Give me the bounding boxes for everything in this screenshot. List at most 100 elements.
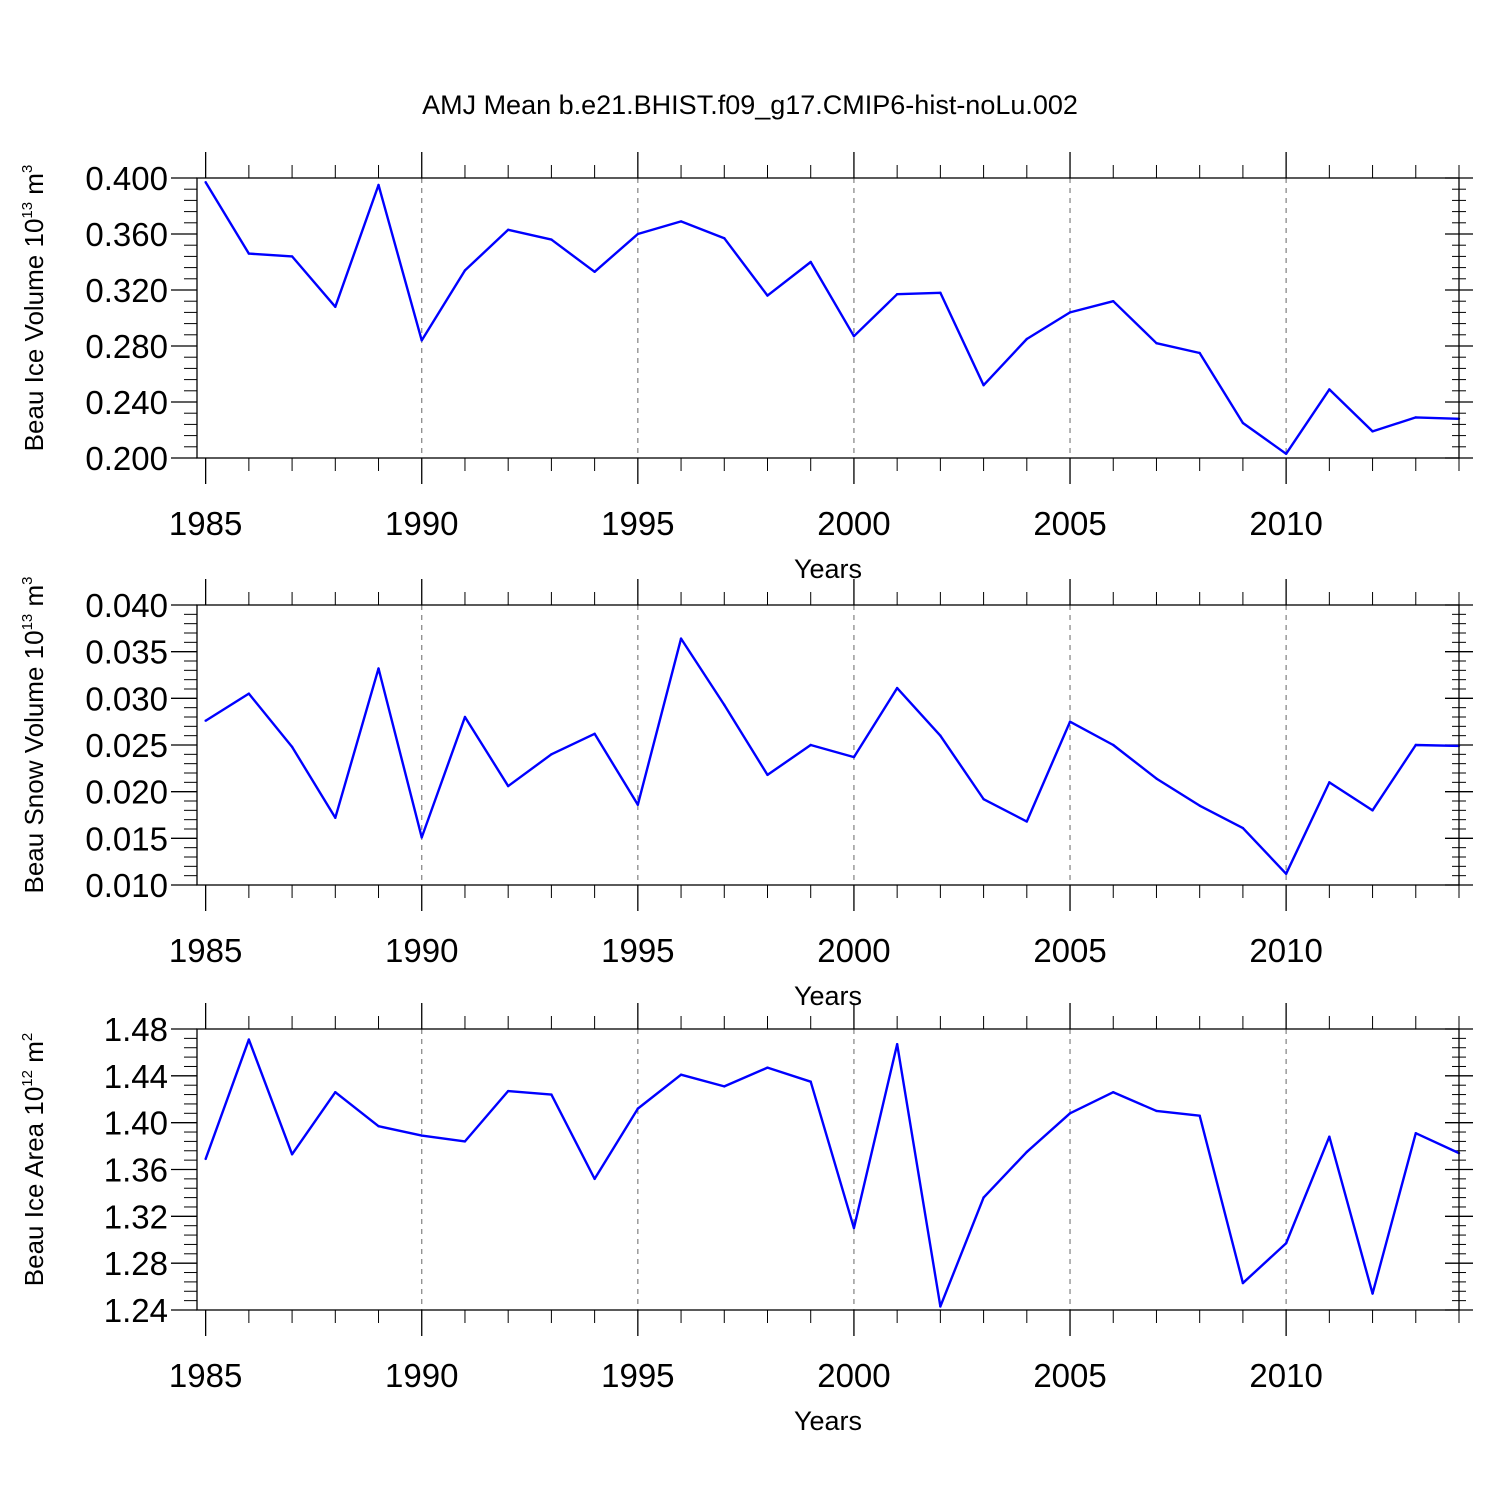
y-tick-label: 0.020 xyxy=(85,774,168,811)
y-tick-label: 1.48 xyxy=(104,1011,168,1048)
panel-2: 1985 1990 1995 2000 2005 2010 0.010 0.015 0.020 0… xyxy=(19,577,1473,1011)
data-point xyxy=(550,1093,553,1096)
x-tick-label: 1990 xyxy=(385,932,458,969)
figure-title: AMJ Mean b.e21.BHIST.f09_g17.CMIP6-hist-… xyxy=(422,90,1078,120)
data-point xyxy=(809,1080,812,1083)
plot-frame xyxy=(196,177,1460,459)
y-tick-label: 0.320 xyxy=(85,272,168,309)
y-tick-label: 1.40 xyxy=(104,1105,168,1142)
x-tick-label: 2010 xyxy=(1249,505,1322,542)
y-axis-label-superscript: 2 xyxy=(19,1033,36,1041)
data-point xyxy=(1328,388,1331,391)
x-tick-label: 1995 xyxy=(601,505,674,542)
data-point xyxy=(852,335,856,338)
data-point xyxy=(1155,1109,1158,1113)
y-axis-label-text: m xyxy=(19,1041,49,1070)
x-tick-label: 2000 xyxy=(817,1357,890,1394)
plot-frame xyxy=(196,1028,1460,1311)
data-point xyxy=(463,269,467,272)
x-tick-label: 1985 xyxy=(169,1357,242,1394)
x-tick-label: 2005 xyxy=(1033,932,1106,969)
data-point xyxy=(1241,421,1245,425)
data-point xyxy=(1328,781,1331,784)
y-tick-label: 1.36 xyxy=(104,1152,168,1189)
y-axis-label-superscript: 3 xyxy=(19,165,36,173)
data-point xyxy=(420,1134,423,1137)
y-axis-label-text: Beau Ice Area 10 xyxy=(19,1087,49,1286)
y-axis-label-superscript: 13 xyxy=(19,614,36,631)
x-tick-label: 1985 xyxy=(169,932,242,969)
data-point xyxy=(334,1091,337,1094)
y-tick-label: 1.24 xyxy=(104,1292,168,1329)
x-tick-label: 1985 xyxy=(169,505,242,542)
data-point xyxy=(1025,337,1029,341)
y-tick-label: 0.200 xyxy=(85,440,168,477)
series-line xyxy=(204,181,1460,455)
data-point xyxy=(593,1177,596,1181)
y-tick-label: 0.035 xyxy=(85,634,168,671)
x-tick-label: 2005 xyxy=(1033,1357,1106,1394)
data-point xyxy=(463,715,467,719)
data-point xyxy=(939,291,942,294)
data-point xyxy=(1328,1135,1331,1138)
data-point xyxy=(809,260,812,264)
data-point xyxy=(506,228,510,231)
data-point xyxy=(1414,416,1417,419)
data-point xyxy=(982,384,985,387)
x-axis-label: Years xyxy=(794,1406,862,1436)
data-point xyxy=(204,181,207,184)
data-point xyxy=(895,1043,899,1046)
y-tick-label: 1.44 xyxy=(104,1058,168,1095)
data-point xyxy=(1241,826,1245,830)
data-point xyxy=(723,237,726,240)
data-point xyxy=(506,1089,510,1093)
plot-frame xyxy=(196,604,1460,886)
x-axis-label: Years xyxy=(794,554,862,584)
x-tick-label: 2000 xyxy=(817,932,890,969)
x-tick-label: 1995 xyxy=(601,932,674,969)
data-point xyxy=(420,836,423,839)
data-point xyxy=(377,183,380,187)
y-axis-label-text: m xyxy=(19,585,49,614)
y-axis-label: Beau Ice Area 1012 m2 xyxy=(19,1033,49,1286)
y-axis-label-text: m xyxy=(19,173,49,202)
data-point xyxy=(463,1140,467,1143)
y-tick-label: 0.025 xyxy=(85,727,168,764)
data-point xyxy=(247,1038,251,1041)
panels: 1985 1990 1995 2000 2005 2010 0.200 0.240 0.280 0… xyxy=(19,152,1473,1436)
y-tick-label: 0.240 xyxy=(85,384,168,421)
data-point xyxy=(679,1073,683,1076)
data-point xyxy=(1241,1281,1245,1285)
y-axis-label-superscript: 13 xyxy=(19,202,36,219)
y-tick-label: 1.28 xyxy=(104,1245,168,1282)
y-tick-label: 0.280 xyxy=(85,328,168,365)
data-point xyxy=(550,753,553,756)
data-point xyxy=(1284,872,1288,875)
panel-1: 1985 1990 1995 2000 2005 2010 0.200 0.240 0.280 0… xyxy=(19,152,1473,584)
data-point xyxy=(290,255,294,258)
data-point xyxy=(939,734,942,737)
data-point xyxy=(1112,743,1115,747)
data-point xyxy=(766,773,769,777)
y-tick-label: 0.030 xyxy=(85,680,168,717)
data-point xyxy=(895,293,899,296)
data-point xyxy=(1155,342,1158,345)
data-point xyxy=(1112,300,1115,303)
data-point xyxy=(1284,452,1288,455)
data-point xyxy=(1198,804,1201,807)
data-point xyxy=(766,1066,769,1069)
y-axis-label: Beau Snow Volume 1013 m3 xyxy=(19,577,49,894)
data-point xyxy=(420,339,423,342)
series-line xyxy=(205,637,1460,875)
data-point xyxy=(377,667,380,670)
data-point xyxy=(1068,1112,1072,1115)
data-point xyxy=(1414,1132,1417,1135)
y-tick-label: 0.040 xyxy=(85,587,168,624)
data-point xyxy=(1371,1292,1374,1295)
x-tick-label: 2005 xyxy=(1033,505,1106,542)
y-tick-label: 0.010 xyxy=(85,867,168,904)
data-point xyxy=(377,1124,380,1128)
data-point xyxy=(1371,430,1374,433)
data-point xyxy=(204,1157,207,1161)
